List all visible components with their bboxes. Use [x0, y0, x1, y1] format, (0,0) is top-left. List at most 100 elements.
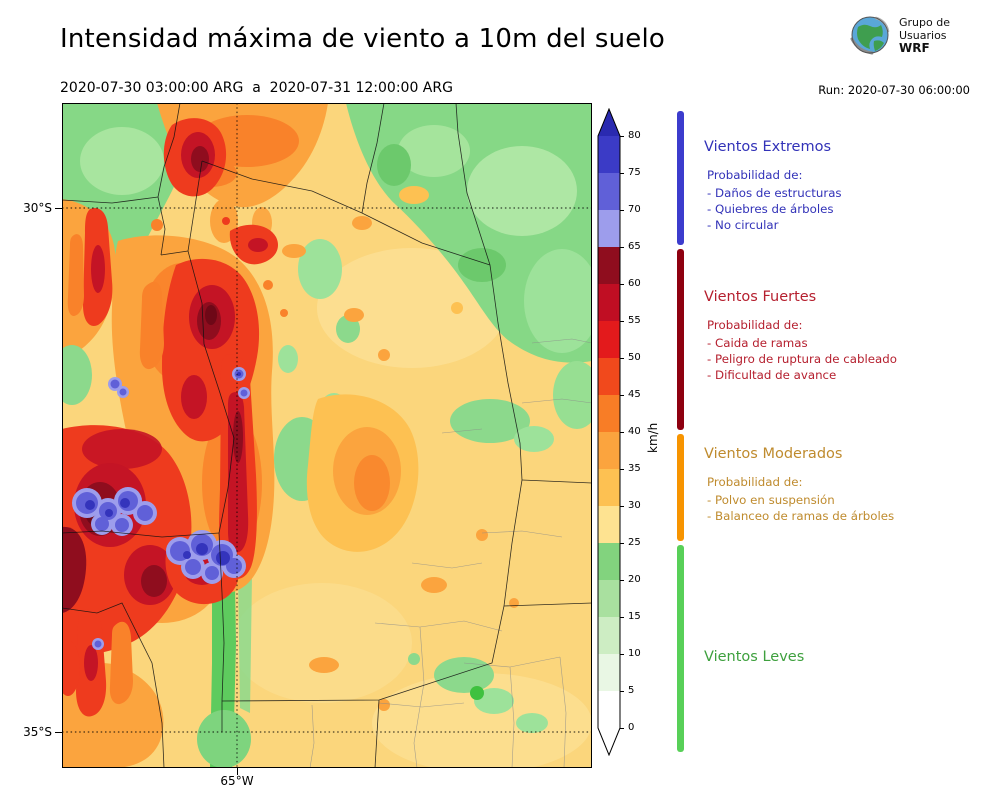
- colorbar-tick-labels: 0 5 10 15 20 25 30 35 40 45 50 55 60 65 70 75 80: [620, 0, 664, 800]
- colorbar-tickmark: [620, 690, 624, 692]
- department-borders: [309, 338, 593, 769]
- legend-item: - Dificultad de avance: [707, 368, 837, 382]
- colorbar-tickmark: [620, 616, 624, 618]
- legend-title-extremos: Vientos Extremos: [704, 139, 832, 155]
- logo-text: Grupo de Usuarios WRF: [899, 16, 950, 55]
- map-area: [52, 102, 601, 773]
- colorbar-tickmark: [620, 209, 624, 211]
- logo-line-1: Grupo de: [899, 15, 950, 29]
- page-title: Intensidad máxima de viento a 10m del su…: [60, 24, 666, 54]
- colorbar-tickmark: [620, 431, 624, 433]
- colorbar-segment-5-10: [598, 654, 620, 691]
- colorbar-tick-label: 60: [628, 278, 641, 289]
- wind-speed-colorbar: [597, 108, 621, 756]
- category-bar-leves: [677, 545, 684, 752]
- model-run-label: Run: 2020-07-30 06:00:00: [818, 83, 970, 97]
- x-axis-tick-65w: [237, 768, 238, 775]
- colorbar-tick-label: 50: [628, 352, 641, 363]
- colorbar-tick-label: 55: [628, 315, 641, 326]
- colorbar-tick-label: 75: [628, 167, 641, 178]
- logo-line-2: Usuarios: [899, 28, 947, 42]
- colorbar-segment-25-30: [598, 506, 620, 543]
- colorbar-segment-0-5: [598, 691, 620, 728]
- legend-item: - Peligro de ruptura de cableado: [707, 352, 897, 366]
- colorbar-tick-label: 0: [628, 722, 635, 733]
- category-bar-fuertes: [677, 249, 684, 430]
- colorbar-unit-label: km/h: [646, 422, 660, 453]
- colorbar-segment-70-75: [598, 173, 620, 210]
- y-axis-tick-30s: [55, 208, 62, 209]
- x-axis-label-65w: 65°W: [220, 774, 254, 788]
- wind-category-bars: [677, 0, 687, 800]
- colorbar-tickmark: [620, 468, 624, 470]
- colorbar-tick-label: 65: [628, 241, 641, 252]
- colorbar-under-arrow: [598, 728, 620, 755]
- colorbar-tick-label: 5: [628, 685, 635, 696]
- category-bar-extremos: [677, 111, 684, 245]
- category-bar-moderados: [677, 434, 684, 541]
- legend-item: - Balanceo de ramas de árboles: [707, 509, 895, 523]
- extreme-wind-spots: [72, 367, 250, 650]
- colorbar-segment-30-35: [598, 469, 620, 506]
- colorbar-segment-60-65: [598, 247, 620, 284]
- legend-fuertes: Vientos Fuertes Probabilidad de: - Caida d…: [704, 289, 897, 383]
- colorbar-segment-55-60: [598, 284, 620, 321]
- legend-title-moderados: Vientos Moderados: [704, 446, 843, 462]
- legend-item: - Polvo en suspensión: [707, 493, 835, 507]
- colorbar-tick-label: 20: [628, 574, 641, 585]
- legend-moderados: Vientos Moderados Probabilidad de: - Polvo…: [704, 446, 894, 524]
- colorbar-segment-50-55: [598, 321, 620, 358]
- legend-item: - Quiebres de árboles: [707, 202, 834, 216]
- colorbar-tickmark: [620, 283, 624, 285]
- colorbar-segment-65-70: [598, 210, 620, 247]
- colorbar-tickmark: [620, 653, 624, 655]
- legend-probability-label: Probabilidad de:: [707, 168, 803, 182]
- colorbar-tickmark: [620, 357, 624, 359]
- wrf-logo-globe-icon: [850, 16, 890, 55]
- colorbar-over-arrow: [598, 109, 620, 136]
- colorbar-segment-35-40: [598, 432, 620, 469]
- colorbar-tickmark: [620, 246, 624, 248]
- colorbar-segment-75-80: [598, 136, 620, 173]
- colorbar-tick-label: 15: [628, 611, 641, 622]
- legend-leves: Vientos Leves: [704, 649, 804, 678]
- colorbar-tickmark: [620, 172, 624, 174]
- colorbar-segment-20-25: [598, 543, 620, 580]
- colorbar-tick-label: 25: [628, 537, 641, 548]
- y-axis-tick-35s: [55, 732, 62, 733]
- map-frame: [62, 103, 592, 768]
- colorbar-tickmark: [620, 542, 624, 544]
- colorbar-tick-label: 45: [628, 389, 641, 400]
- colorbar-tickmark: [620, 320, 624, 322]
- legend-title-fuertes: Vientos Fuertes: [704, 289, 817, 305]
- colorbar-segment-15-20: [598, 580, 620, 617]
- wind-map: [52, 102, 601, 773]
- colorbar-tickmark: [620, 135, 624, 137]
- colorbar-tick-label: 70: [628, 204, 641, 215]
- pale-yellow-patches: [232, 248, 592, 773]
- colorbar-segment-45-50: [598, 358, 620, 395]
- colorbar-tick-label: 10: [628, 648, 641, 659]
- colorbar-tickmark: [620, 505, 624, 507]
- legend-item: - No circular: [707, 218, 779, 232]
- colorbar-tick-label: 40: [628, 426, 641, 437]
- colorbar-segment-40-45: [598, 395, 620, 432]
- legend-probability-label: Probabilidad de:: [707, 475, 803, 489]
- legend-item: - Caida de ramas: [707, 336, 808, 350]
- colorbar-tickmark: [620, 579, 624, 581]
- logo-line-3: WRF: [899, 40, 930, 55]
- colorbar-tick-label: 30: [628, 500, 641, 511]
- colorbar-segment-10-15: [598, 617, 620, 654]
- province-borders: [61, 102, 593, 769]
- y-axis-label-30s: 30°S: [23, 201, 52, 215]
- legend-title-leves: Vientos Leves: [704, 649, 805, 665]
- legend-extremos: Vientos Extremos Probabilidad de: - Daños …: [704, 139, 842, 233]
- colorbar-tick-label: 80: [628, 130, 641, 141]
- legend-item: - Daños de estructuras: [707, 186, 842, 200]
- colorbar-tickmark: [620, 394, 624, 396]
- wrf-users-group-logo: Grupo de Usuarios WRF: [848, 13, 950, 57]
- forecast-period: 2020-07-30 03:00:00 ARG a 2020-07-31 12:…: [60, 80, 453, 96]
- legend-probability-label: Probabilidad de:: [707, 318, 803, 332]
- graticule: [62, 103, 592, 768]
